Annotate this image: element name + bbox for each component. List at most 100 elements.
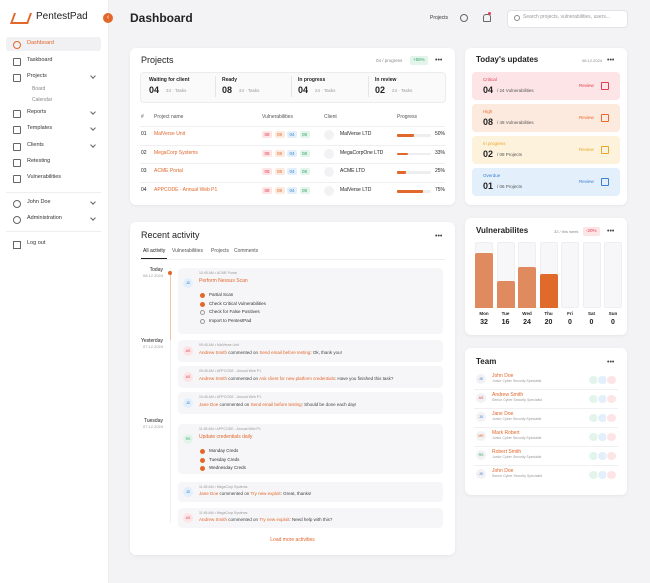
update-value: 02	[483, 149, 494, 159]
activity-title[interactable]: Update credentials daily	[199, 434, 253, 440]
search-box[interactable]	[507, 10, 628, 28]
more-button[interactable]: •••	[607, 228, 615, 235]
day-label: Wed	[522, 311, 532, 316]
project-name[interactable]: MalVerse Unit	[154, 131, 186, 137]
vuln-badge: 08	[299, 187, 310, 195]
stat-value: 08	[222, 85, 233, 95]
update-label: Critical	[483, 77, 497, 82]
nav-item[interactable]: Projects	[27, 73, 47, 79]
more-button[interactable]: •••	[607, 359, 615, 366]
activity-title[interactable]: Perform Nessus Scan	[199, 278, 248, 284]
review-link[interactable]: Review	[579, 83, 594, 88]
review-link[interactable]: Review	[579, 147, 594, 152]
nav-item[interactable]: Dashboard	[27, 40, 54, 46]
nav-icon	[13, 241, 21, 249]
vuln-badge: 08	[274, 187, 285, 195]
nav-item[interactable]: Reports	[27, 109, 47, 115]
project-name[interactable]: APPCODE - Annual Web P1	[154, 187, 218, 194]
review-link[interactable]: Review	[579, 115, 594, 120]
more-button[interactable]: •••	[435, 233, 443, 240]
member-name[interactable]: Andrew Smith	[492, 392, 524, 398]
avatar: RS	[183, 434, 193, 444]
target-link: Try new exploit	[259, 517, 290, 522]
stat-sub: 24 · Tasks	[166, 88, 187, 93]
more-button[interactable]: •••	[607, 57, 615, 64]
load-more[interactable]: Load more activities	[270, 537, 315, 543]
member-name[interactable]: John Doe	[492, 373, 514, 379]
update-sub: / 08 Projects	[497, 152, 523, 157]
checkbox-checked	[200, 466, 205, 471]
nav-item[interactable]: Log out	[27, 240, 46, 246]
nav-item[interactable]: Templates	[27, 125, 53, 131]
update-icon	[601, 146, 609, 154]
notification-dot	[488, 12, 491, 15]
member-tag	[606, 413, 617, 423]
activity-item	[178, 366, 443, 388]
notification-icon[interactable]	[483, 14, 491, 22]
update-tile	[472, 104, 620, 132]
member-name[interactable]: Robert Smith	[492, 449, 522, 455]
column-header: Vulnerabilities	[262, 114, 293, 120]
progress-label: 50%	[435, 131, 446, 137]
nav-item[interactable]: Administration	[27, 215, 62, 221]
member-role: Junior Cyber Security Specialist	[492, 436, 542, 440]
avatar: JD	[476, 412, 486, 422]
checkbox-checked	[200, 457, 205, 463]
tab[interactable]: Projects	[211, 248, 230, 254]
progress-label: 25%	[435, 168, 446, 175]
vuln-badge: 04	[287, 149, 297, 157]
review-link[interactable]: Review	[579, 179, 594, 184]
tab[interactable]: Comments	[234, 248, 259, 254]
settings-icon[interactable]	[460, 14, 468, 22]
stat-label: Ready	[222, 77, 238, 83]
brand: PentestPad	[36, 11, 88, 22]
row-divider	[474, 427, 618, 428]
member-name[interactable]: John Doe	[492, 468, 514, 474]
activity-text: Andrew Smith commented on Send email bef…	[199, 350, 342, 356]
bar-track	[582, 242, 601, 308]
row-number: 04	[141, 187, 147, 194]
tab[interactable]: All activity	[143, 248, 166, 254]
client-logo	[324, 148, 334, 159]
nav-item[interactable]: Board	[32, 86, 46, 92]
activity-meta: 11:45 AM • MegaCorp Systems	[199, 485, 248, 489]
checkbox-checked	[200, 301, 205, 307]
user-name: Jane Doe	[199, 491, 219, 496]
nav-item[interactable]: Taskboard	[27, 57, 53, 63]
nav-icon	[13, 74, 21, 82]
nav-item[interactable]: Retesting	[27, 158, 51, 164]
day-value: 0	[589, 319, 594, 326]
progress-label: 33%	[435, 149, 446, 156]
more-button[interactable]: •••	[435, 57, 443, 64]
week-label: 32 / this week	[554, 229, 579, 234]
activity-meta: 09:45 AM • APPCODE - Annual Web P1	[199, 369, 262, 373]
activity-item	[178, 268, 443, 334]
avatar: MR	[476, 431, 486, 441]
member-name[interactable]: Jane Doe	[492, 411, 514, 417]
avatar: AS	[183, 513, 193, 523]
date-day: Tuesday	[144, 418, 163, 424]
header-link[interactable]: Projects	[430, 15, 449, 21]
member-name[interactable]: Mark Robert	[492, 430, 520, 436]
column-header: Client	[324, 114, 337, 120]
nav-item[interactable]: John Doe	[27, 199, 51, 205]
date-label: 08.12.2024	[582, 58, 603, 63]
day-label: Sat	[587, 311, 595, 316]
nav-item[interactable]: Vulnerabilities	[27, 174, 62, 180]
avatar: AS	[183, 372, 193, 382]
tab[interactable]: Vulnerabilities	[172, 248, 203, 254]
project-name[interactable]: ACME Portal	[154, 168, 183, 175]
day-value: 20	[544, 319, 553, 326]
day-label: Mon	[479, 311, 489, 316]
nav-item[interactable]: Calendar	[32, 97, 53, 103]
day-label: Tue	[501, 311, 510, 316]
stat-label: In progress	[298, 77, 326, 83]
collapse-button[interactable]: ‹	[103, 13, 113, 23]
project-name[interactable]: MegaCorp Systems	[154, 149, 198, 156]
nav-item[interactable]: Clients	[27, 142, 44, 148]
day-label: Sun	[608, 311, 618, 316]
row-number: 01	[141, 131, 147, 137]
activity-item	[178, 424, 443, 474]
update-icon	[601, 178, 609, 186]
nav-icon	[13, 143, 21, 151]
